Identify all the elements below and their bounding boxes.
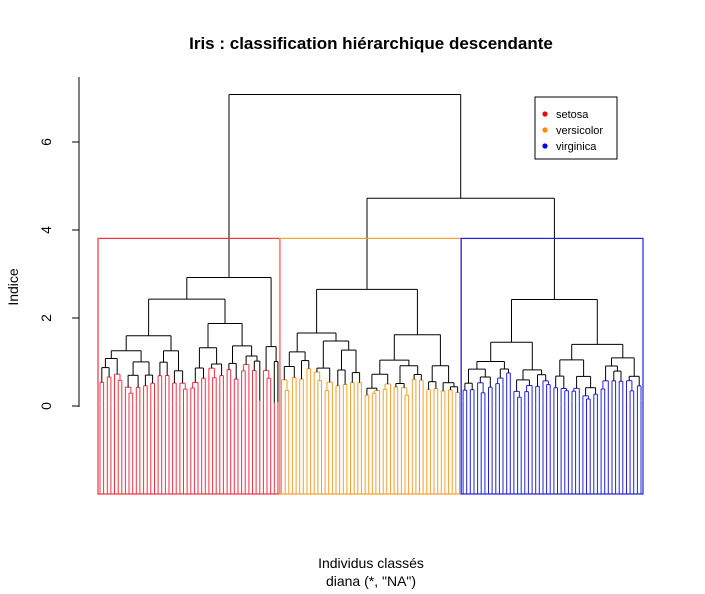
- dendrogram-tree: [99, 94, 642, 494]
- chart-title: Iris : classification hiérarchique desce…: [189, 34, 553, 53]
- legend-label-versicolor: versicolor: [556, 125, 603, 137]
- y-tick-label: 2: [38, 314, 54, 322]
- cluster-rect-virginica: [460, 237, 644, 495]
- legend: setosa versicolor virginica: [534, 96, 618, 160]
- y-axis-label: Indice: [5, 268, 21, 306]
- legend-marker-setosa: [542, 111, 548, 117]
- y-tick-label: 0: [38, 402, 54, 410]
- y-axis: 0 2 4 6: [38, 77, 80, 410]
- cluster-rectangles: [97, 237, 644, 495]
- x-axis-label-line2: diana (*, "NA"): [326, 573, 416, 589]
- legend-marker-virginica: [542, 143, 548, 149]
- x-axis-label-line1: Individus classés: [318, 555, 424, 571]
- y-tick-label: 6: [38, 138, 54, 146]
- legend-label-virginica: virginica: [556, 141, 597, 153]
- legend-box: [534, 96, 618, 160]
- legend-label-setosa: setosa: [556, 109, 589, 121]
- legend-marker-versicolor: [542, 127, 548, 133]
- y-tick-label: 4: [38, 226, 54, 234]
